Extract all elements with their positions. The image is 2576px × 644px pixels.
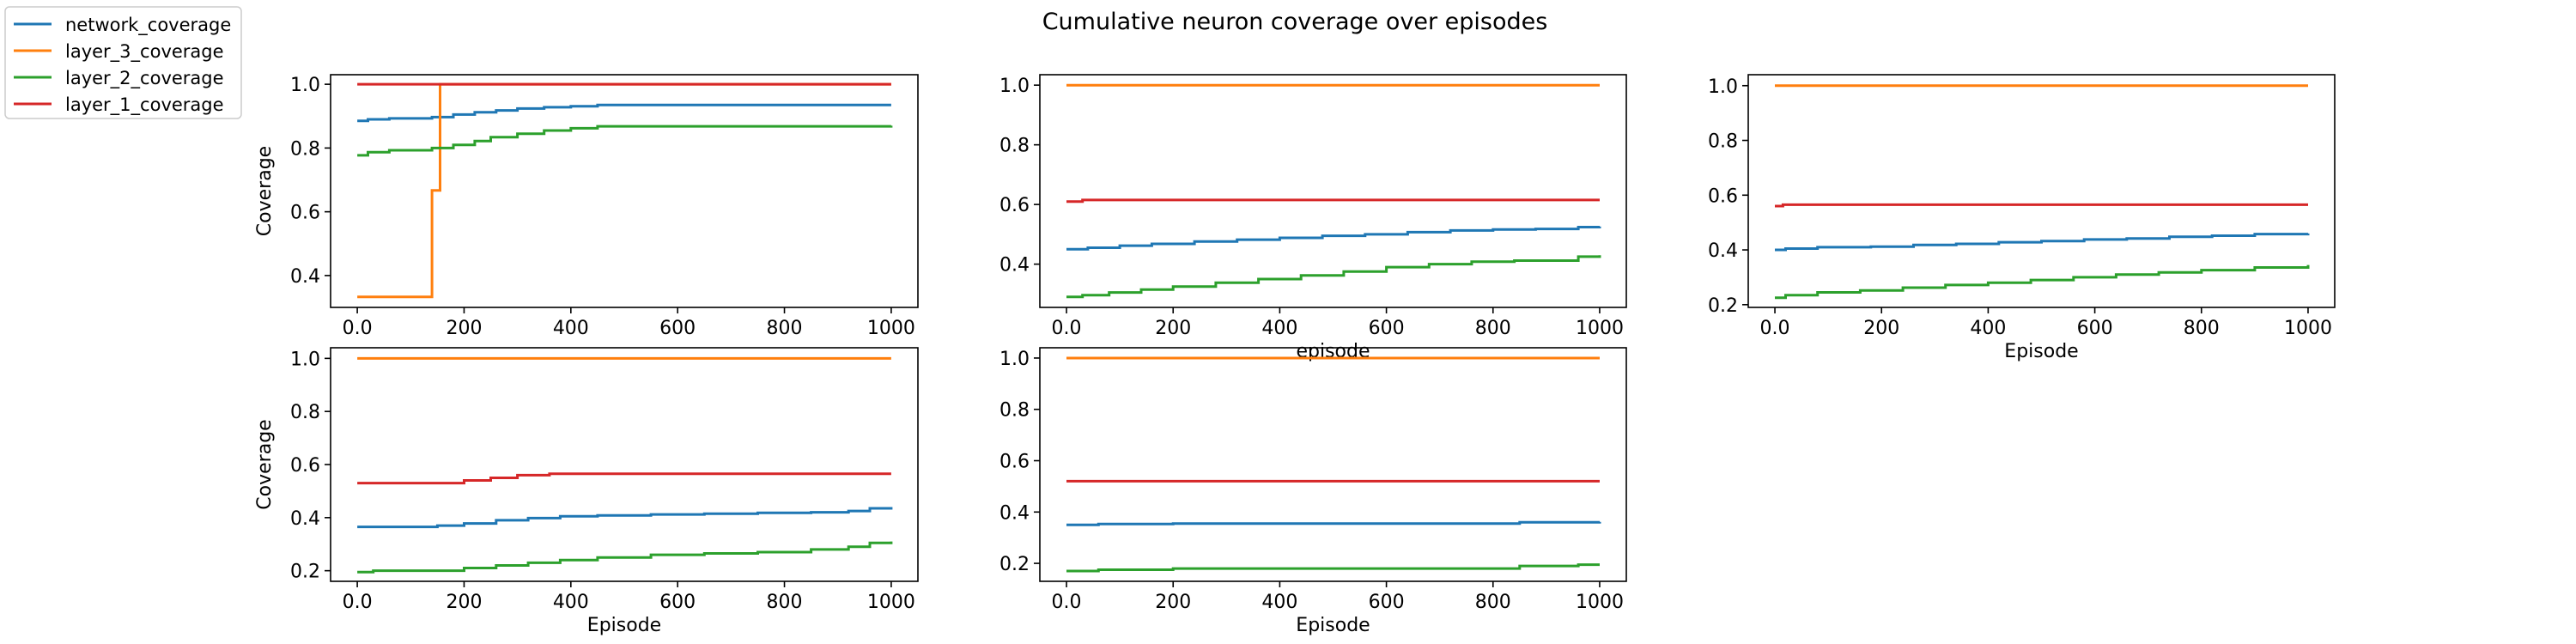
legend-label-layer-3-coverage: layer_3_coverage <box>65 41 224 63</box>
series-line-layer-2-coverage <box>1775 264 2310 300</box>
x-tick-label: 1000 <box>2284 318 2332 339</box>
y-tick-label: 0.8 <box>1708 131 1738 153</box>
x-tick-label: 200 <box>446 592 482 613</box>
series-line-layer-2-coverage <box>357 125 893 157</box>
x-tick-label: 200 <box>1155 592 1191 613</box>
y-tick-label: 0.4 <box>290 508 320 530</box>
y-tick-label: 0.4 <box>1708 240 1738 262</box>
y-tick-label: 0.8 <box>999 136 1030 157</box>
x-axis-label: Episode <box>587 615 661 636</box>
subplots: 0.0 200 400 600 800 10000.40.60.81.0Coverage0… <box>254 74 2336 636</box>
y-tick-label: 1.0 <box>1708 76 1738 98</box>
axes-frame <box>330 74 919 308</box>
series-line-network-coverage <box>1066 520 1601 526</box>
series-line-layer-1-coverage <box>1775 203 2308 208</box>
x-tick-label: 200 <box>1155 318 1191 339</box>
legend-entry-layer-2-coverage: layer_2_coverage <box>14 68 224 89</box>
legend-frame <box>4 6 242 119</box>
figure-title: Cumulative neuron coverage over episodes <box>1042 9 1548 35</box>
subplot-bottom-middle: 0.0 200 400 600 800 1000 0.2 0.4 0.6 0.8 1.0 Episod… <box>999 347 1627 636</box>
y-tick-label: 0.2 <box>999 554 1030 575</box>
y-tick-label: 0.8 <box>290 402 320 423</box>
y-tick-label: 0.6 <box>290 203 320 224</box>
axes-frame <box>1039 74 1627 308</box>
x-tick-label: 1000 <box>1576 318 1624 339</box>
x-tick-label: 400 <box>1261 592 1297 613</box>
x-tick-label: 800 <box>2184 318 2220 339</box>
x-tick-label: 400 <box>1261 318 1297 339</box>
axes-frame <box>330 347 919 582</box>
x-axis-label: Episode <box>2004 341 2078 362</box>
y-tick-label: 0.4 <box>290 266 320 288</box>
plot-area <box>1066 83 1601 299</box>
legend-label-network-coverage: network_coverage <box>65 15 231 36</box>
series-line-network-coverage <box>1775 233 2310 252</box>
series-line-layer-2-coverage <box>1066 563 1600 573</box>
plot-area <box>1066 356 1601 573</box>
x-tick-label: 0.0 <box>1052 318 1082 339</box>
x-tick-label: 600 <box>1369 592 1405 613</box>
y-tick-label: 0.8 <box>999 400 1030 422</box>
series-line-layer-1-coverage <box>1066 198 1600 204</box>
y-tick-label: 0.4 <box>999 502 1030 524</box>
y-tick-label: 0.6 <box>999 452 1030 473</box>
x-tick-label: 800 <box>1475 592 1511 613</box>
legend-entry-layer-1-coverage: layer_1_coverage <box>14 94 224 116</box>
x-tick-label: 1000 <box>867 318 915 339</box>
series-line-layer-2-coverage <box>357 541 893 574</box>
x-tick-label: 200 <box>446 318 482 339</box>
y-tick-label: 0.8 <box>290 138 320 160</box>
subplot-top-right: 0.0 200 400 600 800 1000 0.2 0.4 0.6 0.8 1.0 Episod… <box>1708 74 2336 362</box>
y-tick-label: 0.4 <box>999 255 1030 276</box>
y-axis-label: Coverage <box>254 419 276 509</box>
subplot-bottom-left: 0.0 200 400 600 800 1000 0.2 0.4 0.6 0.8 1.0 Episod… <box>254 347 919 636</box>
y-tick-label: 1.0 <box>999 349 1030 370</box>
legend-label-layer-1-coverage: layer_1_coverage <box>65 94 224 116</box>
x-tick-label: 600 <box>659 318 696 339</box>
y-tick-label: 1.0 <box>999 76 1030 97</box>
y-tick-label: 1.0 <box>290 75 320 96</box>
axes-frame <box>1039 347 1627 582</box>
legend-label-layer-2-coverage: layer_2_coverage <box>65 68 224 89</box>
x-tick-label: 200 <box>1863 318 1899 339</box>
y-axis-label: Coverage <box>254 146 276 236</box>
x-tick-label: 400 <box>553 318 589 339</box>
x-tick-label: 1000 <box>1576 592 1624 613</box>
x-tick-label: 800 <box>767 592 803 613</box>
series-line-network-coverage <box>1066 226 1601 251</box>
x-tick-label: 1000 <box>867 592 915 613</box>
x-tick-label: 0.0 <box>343 318 373 339</box>
x-tick-label: 600 <box>659 592 696 613</box>
y-tick-label: 0.2 <box>1708 295 1738 317</box>
subplot-top-left: 0.0 200 400 600 800 1000 0.4 0.6 0.8 1.0 Coverage <box>254 74 919 339</box>
x-tick-label: 800 <box>767 318 803 339</box>
series-line-network-coverage <box>357 507 893 529</box>
y-tick-label: 1.0 <box>290 349 320 370</box>
series-line-layer-1-coverage <box>357 472 891 485</box>
y-tick-label: 0.2 <box>290 562 320 583</box>
x-tick-label: 0.0 <box>343 592 373 613</box>
y-tick-label: 0.6 <box>290 455 320 477</box>
x-tick-label: 800 <box>1475 318 1511 339</box>
x-tick-label: 400 <box>1970 318 2006 339</box>
x-tick-label: 400 <box>553 592 589 613</box>
legend: network_coverage layer_3_coverage layer_… <box>4 6 242 119</box>
y-tick-label: 0.6 <box>1708 185 1738 207</box>
series-line-network-coverage <box>357 103 891 123</box>
legend-entry-layer-3-coverage: layer_3_coverage <box>14 41 224 63</box>
legend-entry-network-coverage: network_coverage <box>14 15 231 36</box>
x-axis-label: Episode <box>1296 615 1370 636</box>
plot-area <box>357 82 893 299</box>
x-tick-label: 600 <box>2077 318 2113 339</box>
axes-frame <box>1747 74 2336 308</box>
plot-area <box>1775 84 2310 300</box>
y-tick-label: 0.6 <box>999 195 1030 216</box>
plot-area <box>357 356 893 574</box>
x-tick-label: 0.0 <box>1760 318 1790 339</box>
x-tick-label: 600 <box>1369 318 1405 339</box>
x-tick-label: 0.0 <box>1052 592 1082 613</box>
series-line-layer-2-coverage <box>1066 255 1601 299</box>
